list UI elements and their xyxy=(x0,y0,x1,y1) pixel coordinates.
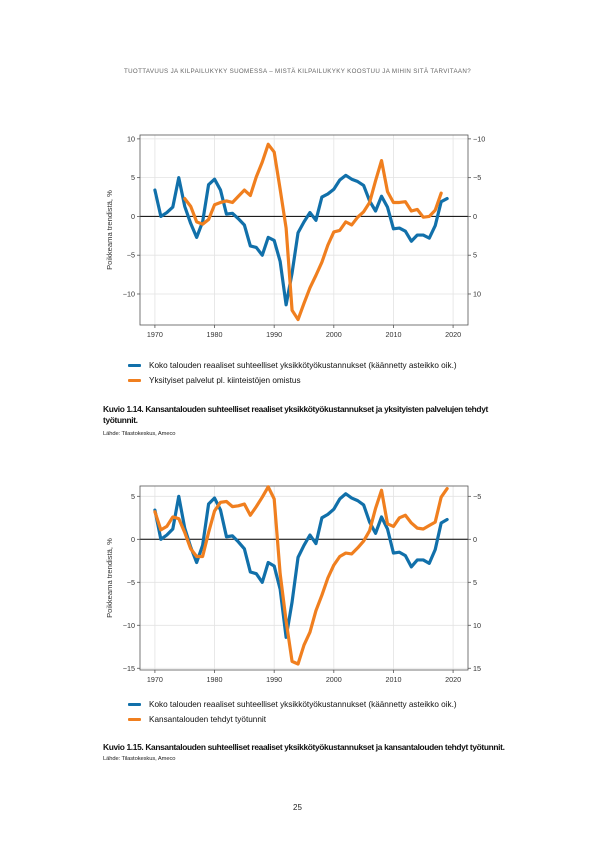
chart-figure-1-15: 5 0 −5 −10 −15 −5 0 5 10 15 1970 1980 1990 2000 2010 20… xyxy=(105,485,481,684)
y-tick-label: −5 xyxy=(127,251,135,260)
x-tick-label: 1970 xyxy=(147,330,163,339)
legend-figure-1-15: Koko talouden reaaliset suhteelliset yks… xyxy=(128,697,457,727)
legend-swatch-blue xyxy=(128,703,141,706)
legend-figure-1-14: Koko talouden reaaliset suhteelliset yks… xyxy=(128,358,457,388)
x-tick-label: 1970 xyxy=(147,675,163,684)
legend-swatch-blue xyxy=(128,364,141,367)
right-tick-label: 5 xyxy=(473,251,477,260)
figure-caption: Kuvio 1.15. Kansantalouden suhteelliset … xyxy=(103,742,505,752)
legend-label: Yksityiset palvelut pl. kiinteistöjen om… xyxy=(149,376,301,385)
x-tick-label: 2000 xyxy=(326,330,342,339)
right-tick-label: 10 xyxy=(473,621,481,630)
legend-swatch-orange xyxy=(128,379,141,382)
y-tick-label: 0 xyxy=(131,535,135,544)
y-tick-label: −15 xyxy=(123,664,135,673)
figure-source: Lähde: Tilastokeskus, Ameco xyxy=(103,756,176,762)
y-axis-title: Poikkeama trendistä, % xyxy=(105,190,114,270)
legend-label: Kansantalouden tehdyt työtunnit xyxy=(149,715,266,724)
y-tick-label: 5 xyxy=(131,173,135,182)
right-tick-label: −5 xyxy=(473,173,481,182)
plot-frame xyxy=(139,134,469,326)
legend-label: Koko talouden reaaliset suhteelliset yks… xyxy=(149,700,457,709)
series-line-blue xyxy=(153,492,449,639)
y-tick-label: −10 xyxy=(123,621,135,630)
y-tick-label: −10 xyxy=(123,289,135,298)
grid xyxy=(140,135,468,325)
series-line-blue xyxy=(153,173,449,307)
right-tick-label: 5 xyxy=(473,578,477,587)
legend-swatch-orange xyxy=(128,718,141,721)
x-tick-label: 2010 xyxy=(385,330,401,339)
y-tick-label: 5 xyxy=(131,492,135,501)
x-tick-label: 2010 xyxy=(385,675,401,684)
x-tick-label: 1980 xyxy=(207,330,223,339)
right-tick-label: −5 xyxy=(473,492,481,501)
figure-caption: Kuvio 1.14. Kansantalouden suhteelliset … xyxy=(103,404,488,425)
y-tick-label: 10 xyxy=(127,134,135,143)
x-tick-label: 2000 xyxy=(326,675,342,684)
x-tick-label: 2020 xyxy=(445,675,461,684)
series-line-orange xyxy=(153,485,449,666)
x-tick-label: 1990 xyxy=(266,330,282,339)
x-tick-label: 1990 xyxy=(266,675,282,684)
y-axis-title: Poikkeama trendistä, % xyxy=(105,538,114,618)
y-tick-label: 0 xyxy=(131,212,135,221)
right-tick-label: 0 xyxy=(473,212,477,221)
legend-item-blue: Koko talouden reaaliset suhteelliset yks… xyxy=(128,358,457,373)
right-tick-label: −10 xyxy=(473,134,485,143)
legend-item-orange: Yksityiset palvelut pl. kiinteistöjen om… xyxy=(128,373,457,388)
right-tick-label: 0 xyxy=(473,535,477,544)
y-tick-label: −5 xyxy=(127,578,135,587)
series-line-orange xyxy=(183,142,443,322)
legend-label: Koko talouden reaaliset suhteelliset yks… xyxy=(149,361,457,370)
right-tick-label: 10 xyxy=(473,289,481,298)
x-tick-label: 1980 xyxy=(207,675,223,684)
legend-item-blue: Koko talouden reaaliset suhteelliset yks… xyxy=(128,697,457,712)
legend-item-orange: Kansantalouden tehdyt työtunnit xyxy=(128,712,457,727)
right-tick-label: 15 xyxy=(473,664,481,673)
page-number: 25 xyxy=(293,803,302,812)
plot-frame xyxy=(139,485,469,671)
x-tick-label: 2020 xyxy=(445,330,461,339)
running-header: TUOTTAVUUS JA KILPAILUKYKY SUOMESSA – MI… xyxy=(123,68,472,75)
figure-source: Lähde: Tilastokeskus, Ameco xyxy=(103,431,176,437)
chart-figure-1-14: 10 5 0 −5 −10 −10 −5 0 5 10 1970 1980 1990 2000 2010 20… xyxy=(105,134,485,339)
